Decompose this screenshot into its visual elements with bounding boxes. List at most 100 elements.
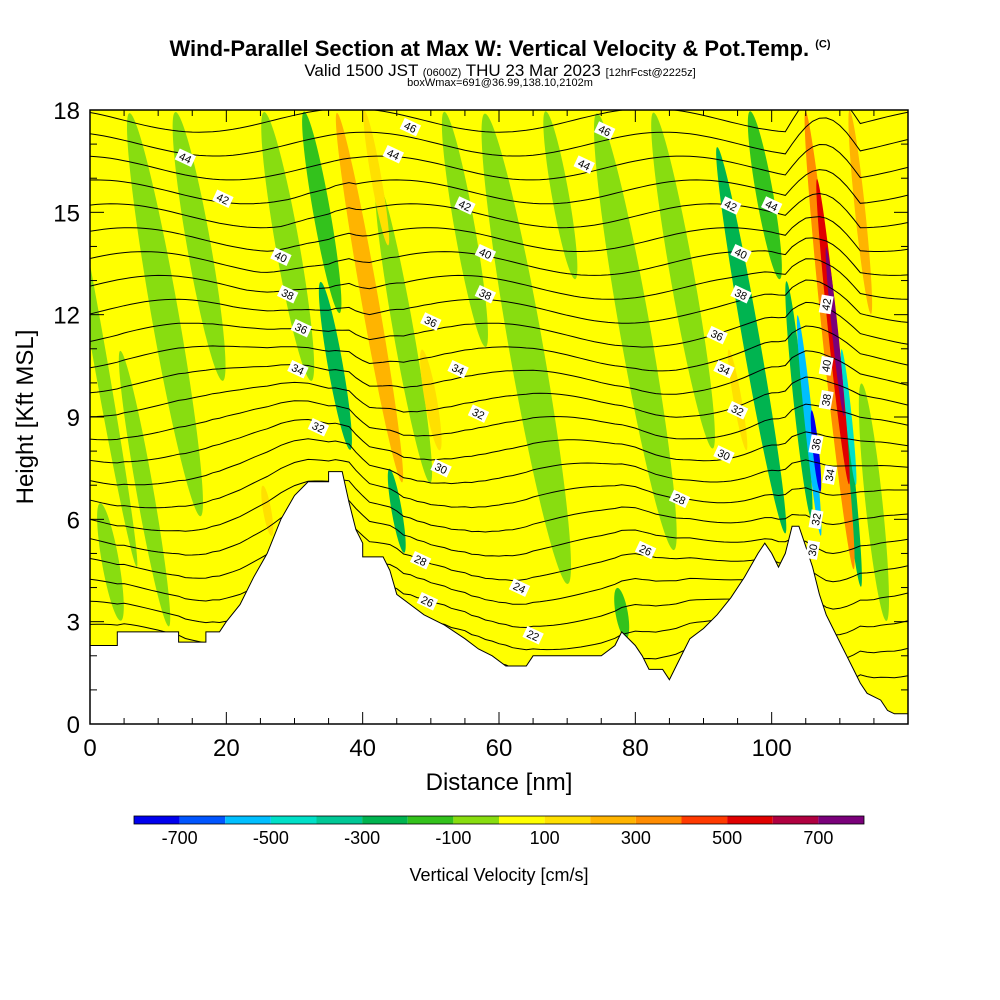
contour-label-text: 26 bbox=[637, 543, 653, 559]
contour-label: 26 bbox=[634, 540, 657, 560]
contour-label-text: 46 bbox=[402, 120, 418, 136]
contour-label: 40 bbox=[474, 244, 497, 263]
contour-label: 42 bbox=[454, 196, 476, 215]
contour-label-text: 30 bbox=[807, 543, 821, 557]
contour-label-text: 34 bbox=[715, 362, 731, 378]
contour-label: 40 bbox=[270, 247, 292, 266]
theta-contour bbox=[90, 258, 908, 300]
theta-contour bbox=[90, 376, 908, 418]
contour-label: 28 bbox=[409, 551, 432, 570]
x-tick-label: 80 bbox=[622, 735, 649, 762]
y-tick-label: 3 bbox=[67, 610, 80, 637]
contour-label-text: 38 bbox=[732, 287, 748, 303]
contour-label-text: 40 bbox=[272, 250, 288, 266]
y-axis-label: Height [Kft MSL] bbox=[12, 330, 39, 505]
velocity-feature bbox=[796, 315, 822, 536]
colorbar-swatch bbox=[225, 816, 271, 824]
contour-label: 46 bbox=[399, 117, 422, 137]
contour-label-text: 32 bbox=[310, 420, 326, 436]
contour-label: 44 bbox=[761, 196, 783, 215]
contour-label: 22 bbox=[522, 626, 544, 645]
contour-label-text: 34 bbox=[289, 362, 305, 378]
colorbar-tick-label: -700 bbox=[162, 828, 198, 848]
colorbar-swatch bbox=[453, 816, 499, 824]
contour-label: 36 bbox=[290, 319, 312, 338]
contour-label: 38 bbox=[730, 284, 752, 304]
velocity-feature bbox=[727, 349, 748, 451]
colorbar-swatch bbox=[134, 816, 180, 824]
theta-contour bbox=[90, 216, 908, 252]
contour-label: 38 bbox=[474, 284, 497, 304]
theta-contour bbox=[90, 350, 908, 395]
contour-label-text: 34 bbox=[824, 468, 838, 482]
colorbar-tick-label: 700 bbox=[803, 828, 833, 848]
contour-label: 40 bbox=[730, 244, 752, 263]
colorbar-tick-label: -500 bbox=[253, 828, 289, 848]
colorbar-swatch bbox=[727, 816, 773, 824]
velocity-feature bbox=[261, 485, 274, 537]
colorbar-swatch bbox=[499, 816, 545, 824]
contour-label-text: 40 bbox=[477, 246, 493, 262]
theta-contour bbox=[90, 325, 908, 372]
theta-contour bbox=[90, 279, 908, 324]
contour-label-text: 32 bbox=[729, 403, 745, 419]
valid-prefix: Valid 1500 JST bbox=[304, 61, 419, 80]
contour-label-text: 32 bbox=[810, 512, 824, 526]
theta-contour bbox=[90, 237, 908, 276]
contour-label-text: 38 bbox=[279, 287, 295, 303]
contour-label: 42 bbox=[818, 294, 834, 315]
terrain-mask bbox=[90, 471, 908, 724]
velocity-feature bbox=[375, 180, 433, 483]
velocity-feature bbox=[785, 281, 813, 519]
velocity-feature bbox=[172, 112, 226, 381]
contour-label-text: 44 bbox=[177, 151, 193, 167]
contour-label-text: 40 bbox=[820, 359, 834, 373]
contour-label-text: 44 bbox=[385, 147, 401, 163]
contour-label: 34 bbox=[447, 359, 469, 379]
theta-contour bbox=[90, 143, 908, 181]
velocity-feature bbox=[97, 503, 124, 621]
contour-label: 44 bbox=[573, 155, 595, 174]
contour-label-text: 42 bbox=[820, 297, 834, 311]
x-tick-label: 40 bbox=[349, 735, 376, 762]
contour-label-text: 44 bbox=[576, 157, 592, 173]
contour-label-text: 22 bbox=[525, 628, 541, 644]
contour-label: 32 bbox=[307, 417, 330, 437]
colorbar-swatch bbox=[362, 816, 408, 824]
contour-label: 36 bbox=[808, 434, 824, 455]
velocity-feature bbox=[840, 349, 857, 485]
colorbar-swatch bbox=[270, 816, 317, 824]
contour-label-text: 32 bbox=[470, 406, 486, 422]
contour-label-text: 26 bbox=[419, 594, 435, 610]
valid-date: THU 23 Mar 2023 bbox=[465, 61, 601, 80]
contour-label: 42 bbox=[720, 196, 742, 215]
contour-label-text: 30 bbox=[715, 447, 731, 463]
contour-label-text: 38 bbox=[477, 287, 493, 303]
theta-contour bbox=[90, 478, 908, 533]
contour-label-text: 36 bbox=[422, 314, 438, 330]
contour-label: 38 bbox=[277, 284, 299, 304]
velocity-feature bbox=[441, 111, 488, 347]
contour-label: 34 bbox=[287, 359, 309, 379]
velocity-feature bbox=[825, 246, 845, 417]
contour-label-text: 36 bbox=[293, 321, 309, 337]
velocity-feature bbox=[118, 350, 171, 627]
colorbar: -700 -500 -300 -100 100 300 500 700 bbox=[133, 815, 865, 848]
contour-label: 24 bbox=[508, 578, 531, 597]
chart-title: Wind-Parallel Section at Max W: Vertical… bbox=[0, 36, 1000, 62]
colorbar-tick-label: 300 bbox=[621, 828, 651, 848]
colorbar-swatch bbox=[635, 816, 682, 824]
velocity-feature bbox=[848, 110, 873, 315]
theta-contour bbox=[90, 60, 908, 108]
forecast-info: [12hrFcst@2225z] bbox=[605, 67, 696, 79]
contour-label-text: 34 bbox=[450, 362, 466, 378]
colorbar-swatch bbox=[179, 816, 226, 824]
velocity-feature bbox=[747, 111, 782, 280]
theta-contour bbox=[90, 458, 908, 509]
contour-label-text: 42 bbox=[722, 198, 738, 214]
contour-label-text: 30 bbox=[433, 461, 449, 477]
colorbar-frame bbox=[133, 815, 865, 825]
theta-contour bbox=[90, 499, 908, 557]
colorbar-tick-label: -100 bbox=[435, 828, 471, 848]
